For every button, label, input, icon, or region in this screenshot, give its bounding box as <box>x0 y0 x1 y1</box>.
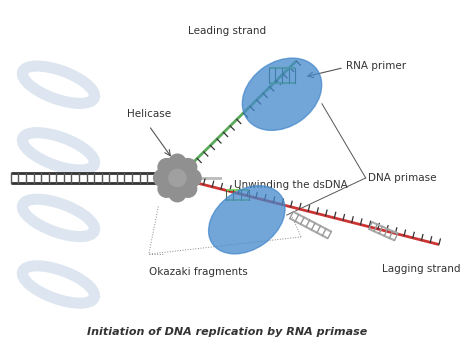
Circle shape <box>184 170 201 187</box>
Text: Leading strand: Leading strand <box>188 26 266 36</box>
Text: RNA primer: RNA primer <box>346 61 406 71</box>
Circle shape <box>180 159 197 176</box>
Circle shape <box>169 154 186 171</box>
Circle shape <box>158 159 175 176</box>
Circle shape <box>169 170 186 187</box>
Circle shape <box>180 180 197 197</box>
Ellipse shape <box>242 58 322 130</box>
Text: Unwinding the dsDNA: Unwinding the dsDNA <box>235 179 348 190</box>
Text: Lagging strand: Lagging strand <box>382 264 460 274</box>
Circle shape <box>169 184 186 202</box>
Circle shape <box>154 170 171 187</box>
Ellipse shape <box>209 186 285 254</box>
Text: Okazaki fragments: Okazaki fragments <box>149 267 247 278</box>
Circle shape <box>158 180 175 197</box>
Text: Helicase: Helicase <box>127 109 171 119</box>
Text: DNA primase: DNA primase <box>368 173 436 183</box>
Text: Initiation of DNA replication by RNA primase: Initiation of DNA replication by RNA pri… <box>87 327 367 337</box>
